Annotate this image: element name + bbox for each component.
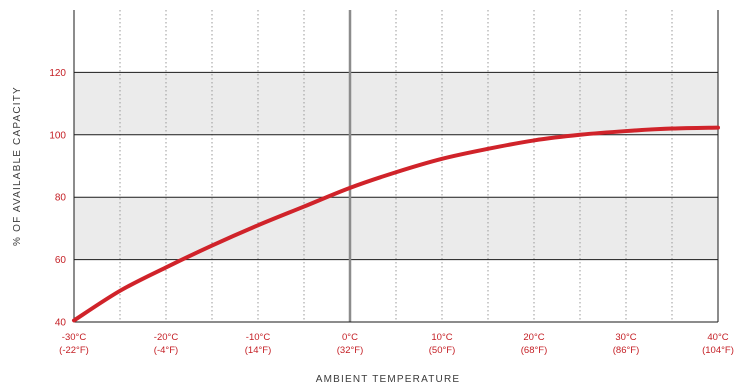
- y-tick-label: 60: [55, 255, 67, 266]
- x-axis-label: AMBIENT TEMPERATURE: [316, 374, 461, 385]
- shaded-band-0: [74, 197, 718, 260]
- y-axis-label: % OF AVAILABLE CAPACITY: [12, 86, 23, 246]
- x-tick-label-celsius: 40°C: [707, 332, 728, 343]
- y-tick-label: 80: [55, 193, 67, 204]
- series-group: [72, 125, 720, 323]
- x-tick-label-fahrenheit: (104°F): [702, 345, 734, 356]
- x-tick-label-celsius: 0°C: [342, 332, 358, 343]
- x-tick-label-celsius: -30°C: [62, 332, 87, 343]
- x-tick-label-fahrenheit: (14°F): [245, 345, 272, 356]
- x-tick-label-celsius: 10°C: [431, 332, 452, 343]
- capacity-curve-line: [72, 125, 720, 323]
- shaded-band-1: [74, 72, 718, 135]
- y-tick-labels: 40 60 80 100 120: [49, 68, 66, 329]
- x-tick-labels: -30°C (-22°F) -20°C (-4°F) -10°C (14°F) 0°C (32…: [59, 332, 734, 356]
- y-tick-label: 120: [49, 68, 66, 79]
- x-tick-label-celsius: -10°C: [246, 332, 271, 343]
- y-tick-label: 40: [55, 318, 67, 329]
- minor-gridlines: [119, 10, 673, 322]
- plot-frame: [73, 10, 719, 323]
- x-tick-label-fahrenheit: (32°F): [337, 345, 364, 356]
- x-tick-label-celsius: 20°C: [523, 332, 544, 343]
- x-tick-label-fahrenheit: (68°F): [521, 345, 548, 356]
- x-tick-label-celsius: 30°C: [615, 332, 636, 343]
- x-tick-label-fahrenheit: (50°F): [429, 345, 456, 356]
- x-tick-label-fahrenheit: (-4°F): [154, 345, 178, 356]
- y-tick-label: 100: [49, 130, 66, 141]
- x-tick-label-fahrenheit: (86°F): [613, 345, 640, 356]
- x-tick-label-fahrenheit: (-22°F): [59, 345, 89, 356]
- x-tick-label-celsius: -20°C: [154, 332, 179, 343]
